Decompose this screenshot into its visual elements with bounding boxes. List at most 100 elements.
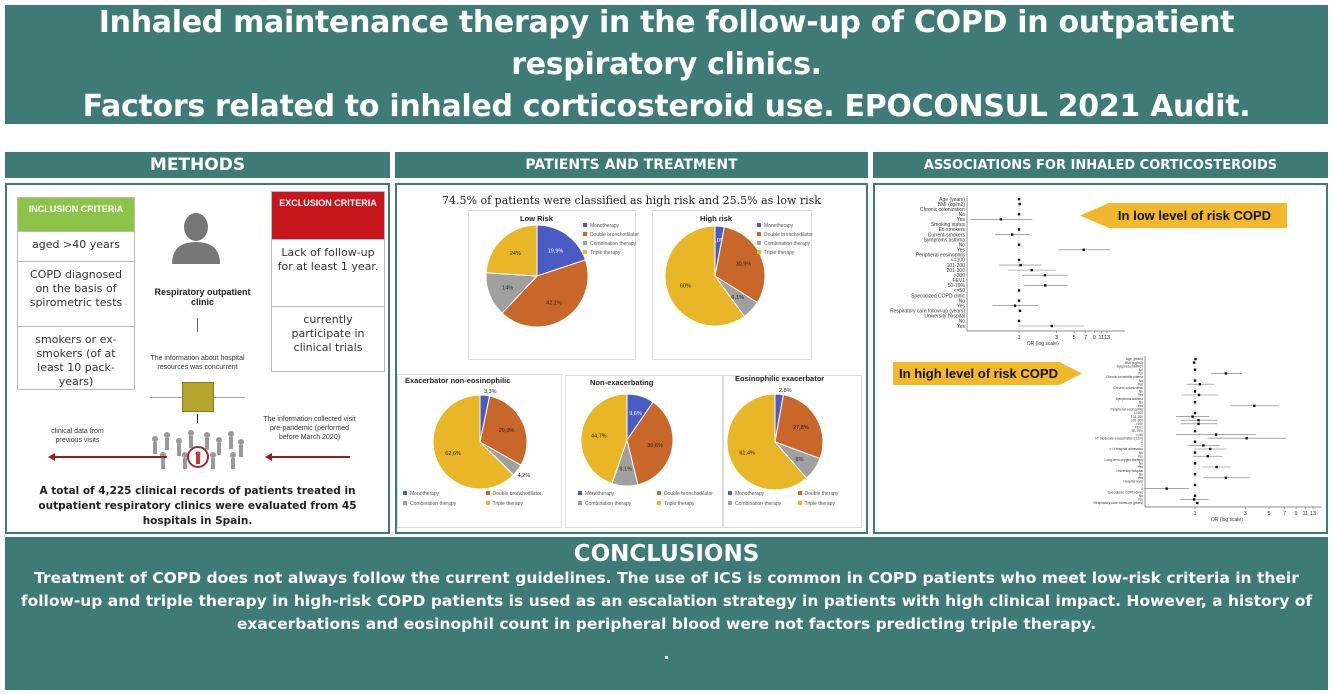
conclusions-box: CONCLUSIONS Treatment of COPD does not a… (5, 537, 1328, 690)
legend-item: Triple therapy (485, 500, 523, 509)
pie-slice-triple-therapy (726, 393, 808, 491)
arrowhead (48, 453, 55, 461)
title-banner: Inhaled maintenance therapy in the follo… (5, 5, 1328, 124)
pie-chart-title: High risk (700, 214, 733, 223)
legend-label: Triple therapy (590, 250, 621, 256)
pie-data-label: 8% (796, 457, 804, 463)
pie-slice-triple-therapy (432, 394, 515, 490)
legend-swatch (757, 250, 761, 254)
arrowhead (265, 453, 272, 461)
legend-label: Triple therapy (764, 250, 795, 256)
legend-swatch (403, 501, 407, 505)
legend-label: Double bronchodilator (492, 491, 542, 497)
hospital-info-text: The information about hospital resources… (150, 355, 245, 371)
legend-swatch (797, 501, 802, 505)
legend-item: Monotherapy (578, 490, 614, 499)
conclusions-text: Treatment of COPD does not always follow… (20, 569, 1313, 633)
pie-slice-triple-therapy (580, 393, 628, 485)
pie-data-label: 4,2% (518, 473, 531, 479)
legend-item: Combination therapy (757, 240, 810, 249)
inclusion-item: COPD diagnosed on the basis of spirometr… (18, 261, 134, 326)
legend-label: Combination therapy (735, 501, 782, 507)
patients-header: PATIENTS AND TREATMENT (395, 152, 868, 178)
legend-item: Combination therapy (578, 500, 631, 509)
pie-data-label: 9,1% (619, 466, 632, 472)
pie-chart-title: Low Risk (520, 214, 553, 223)
legend-label: Monotherapy (585, 491, 615, 497)
pie-chart: 19,9% 42,1% 14% 24% (485, 224, 589, 328)
legend-label: Monotherapy (410, 491, 440, 497)
pie-slice-triple-therapy (485, 224, 538, 277)
inclusion-criteria-box: INCLUSION CRITERIA aged >40 years COPD d… (17, 197, 135, 390)
pie-slice-double-bronchodilator (479, 395, 528, 466)
pie-data-label: 42,1% (546, 301, 562, 307)
hospital-block-icon (182, 382, 214, 412)
clinic-label: Respiratory outpatient clinic (154, 287, 251, 307)
legend-item: Double bronchodilator (485, 490, 542, 499)
legend-label: Triple therapy (804, 501, 835, 507)
pie-data-label: 29,9% (499, 428, 515, 434)
legend-item: Monotherapy (757, 222, 793, 231)
pie-data-label: 19,9% (548, 248, 564, 254)
inclusion-header: INCLUSION CRITERIA (18, 198, 134, 231)
legend-item: Double bronchodilator (657, 490, 713, 499)
pie-data-label: 3,3% (484, 389, 497, 395)
legend-swatch (757, 241, 761, 245)
exclusion-item: Lack of follow-up for at least 1 year. (272, 239, 384, 306)
legend-swatch (578, 491, 582, 495)
legend-item: Combination therapy (403, 500, 456, 509)
legend-item: Combination therapy (583, 240, 636, 249)
legend-item: Monotherapy (403, 490, 439, 499)
legend-swatch (657, 491, 661, 495)
pie-slice-double-bronchodilator (501, 259, 589, 328)
pie-data-label: 30,9% (736, 262, 752, 268)
legend-label: Double bronchodilator (764, 232, 813, 238)
legend-swatch (403, 491, 407, 495)
legend-label: Double therapy (804, 491, 839, 497)
legend-swatch (657, 501, 661, 505)
pie-data-label: 27,8% (793, 425, 809, 431)
arrow-left-icon (52, 456, 167, 458)
pie-chart-title: Exacerbator non-eosinophilic (405, 376, 511, 385)
pie-slice-monotherapy (536, 224, 587, 277)
pre-pandemic-note: The information collected visit pre-pand… (263, 416, 356, 441)
pie-data-label: 9,6% (629, 411, 642, 417)
associations-panel (873, 183, 1328, 534)
low-risk-callout: In low level of risk COPD (1080, 203, 1287, 228)
legend-item: Triple therapy (797, 500, 835, 509)
pie-data-label: 24% (510, 251, 521, 257)
legend-label: Monotherapy (764, 223, 794, 229)
legend-label: Monotherapy (735, 491, 765, 497)
legend-label: Double bronchodilator (664, 491, 713, 497)
pie-data-label: 6,1% (731, 295, 744, 301)
legend-item: Double therapy (797, 490, 839, 499)
exclusion-header: EXCLUSION CRITERIA (272, 192, 384, 239)
inclusion-item: aged >40 years (18, 231, 134, 261)
legend-swatch (583, 223, 587, 227)
arrow-down-icon (197, 414, 198, 423)
previous-visits-note: clinical data from previous visits (51, 428, 104, 444)
legend-label: Combination therapy (764, 241, 811, 247)
crowd-icon (152, 430, 244, 469)
pie-chart-title: Non-exacerbating (590, 378, 654, 387)
legend-item: Combination therapy (728, 500, 781, 509)
pie-data-label: 14% (502, 286, 513, 292)
pie-slice-triple-therapy (664, 225, 746, 327)
legend-swatch (728, 491, 732, 495)
legend-label: Monotherapy (590, 223, 620, 229)
pie-data-label: 2,8% (779, 388, 792, 394)
legend-label: Combination therapy (585, 501, 632, 507)
legend-item: Triple therapy (657, 500, 694, 509)
arrow-down-icon (197, 318, 198, 332)
legend-item: Monotherapy (583, 222, 619, 231)
pie-slice-double-bronchodilator (626, 401, 674, 486)
arrow-left-icon (270, 456, 350, 458)
title-line-1: Inhaled maintenance therapy in the follo… (98, 4, 1235, 82)
legend-label: Combination therapy (590, 241, 637, 247)
pie-chart-title: Eosinophilic exacerbator (735, 374, 825, 383)
pie-data-label: 60% (680, 284, 691, 290)
pie-slice-double-therapy (774, 394, 824, 460)
pie-chart: 3,0% 30,9% 6,1% 60% (664, 225, 766, 327)
pie-chart: 2,8% 27,8% 8% 61,4% (726, 388, 824, 491)
legend-swatch (583, 232, 587, 236)
